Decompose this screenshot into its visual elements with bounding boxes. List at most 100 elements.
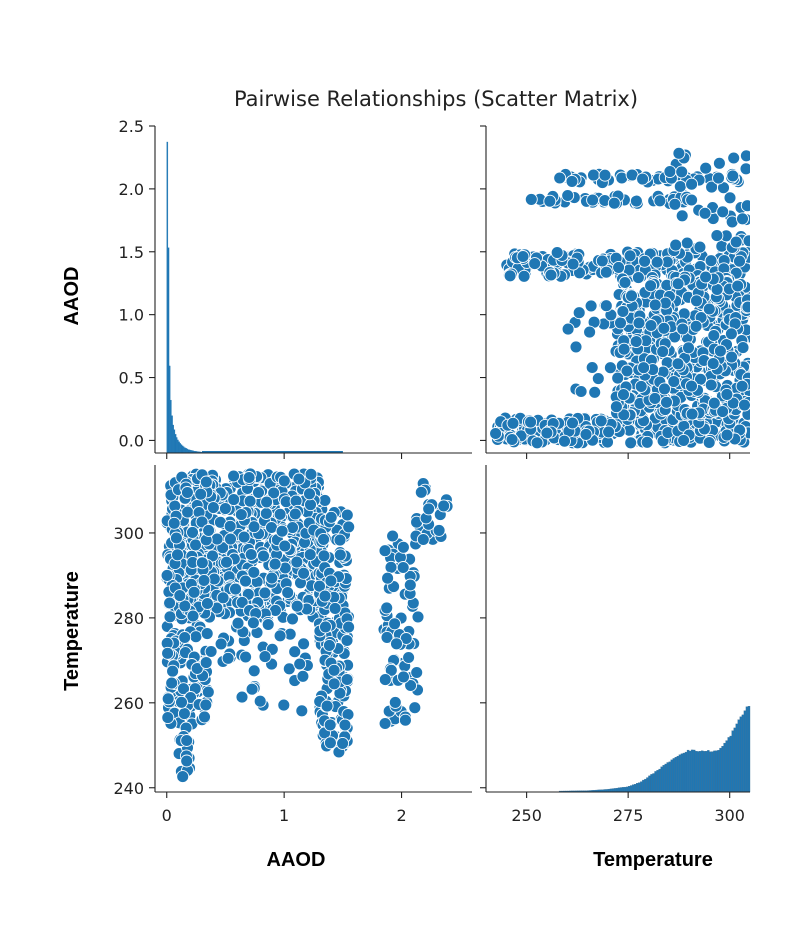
scatter-point xyxy=(584,299,598,313)
scatter-point xyxy=(323,736,337,750)
scatter-point xyxy=(712,171,725,185)
scatter-point xyxy=(384,663,398,677)
scatter-point xyxy=(293,657,307,671)
temperature-histogram-bar xyxy=(680,753,684,793)
scatter-point xyxy=(403,578,417,592)
y-axis-label-aaod: AAOD xyxy=(61,267,83,326)
temperature-histogram-bar xyxy=(699,751,702,793)
temperature-histogram-bar xyxy=(701,750,704,793)
scatter-point xyxy=(693,240,707,254)
scatter-point xyxy=(278,539,292,553)
scatter-point xyxy=(297,566,311,580)
scatter-point xyxy=(656,345,670,359)
temperature-histogram-bar xyxy=(729,735,732,793)
aaod-histogram-bar xyxy=(166,141,169,454)
aaod-hist-y-tick-label: 0.0 xyxy=(119,431,144,450)
scatter-point xyxy=(742,234,750,248)
scatter-point xyxy=(282,662,296,676)
scatter-point xyxy=(720,387,734,401)
scatter-point xyxy=(396,561,410,574)
temperature-histogram-bar xyxy=(652,773,655,793)
scatter-point xyxy=(386,529,400,543)
scatter-point xyxy=(206,549,219,563)
scatter-point xyxy=(528,257,542,271)
scatter-point xyxy=(268,557,282,571)
aaod-histogram-bar xyxy=(186,448,189,454)
temperature-histogram-bars xyxy=(558,706,751,793)
scatter-point xyxy=(736,341,750,355)
scatter-point xyxy=(716,205,730,219)
scatter-point xyxy=(603,361,617,375)
scatter-point xyxy=(323,718,337,732)
scatter-point xyxy=(390,637,403,651)
scatter-point xyxy=(672,146,686,160)
scatter-point xyxy=(614,316,627,330)
scatter-point xyxy=(685,177,699,191)
scatter-point xyxy=(322,638,336,652)
aaod-hist-y-tick-label: 1.0 xyxy=(119,306,144,325)
aaod-histogram-bar xyxy=(183,446,185,454)
scatter-point xyxy=(166,664,180,678)
scatter-point xyxy=(234,508,248,522)
scatter-point xyxy=(333,548,347,562)
temperature-histogram-bar xyxy=(682,752,686,793)
temperature-histogram-bar xyxy=(739,716,743,793)
scatter-point xyxy=(290,599,304,613)
temp-vs-aaod-x-tick-label: 1 xyxy=(279,806,289,825)
scatter-point xyxy=(292,472,306,486)
scatter-point xyxy=(328,601,342,615)
temperature-histogram-bar xyxy=(658,768,661,793)
temperature-histogram-bar xyxy=(646,777,649,793)
scatter-point xyxy=(247,520,261,534)
temperature-histogram-bar xyxy=(634,784,637,793)
scatter-point xyxy=(699,270,713,284)
aaod-histogram-bar xyxy=(171,415,173,454)
temperature-histogram-bar xyxy=(747,706,751,793)
scatter-point xyxy=(629,335,643,349)
scatter-point xyxy=(685,379,698,393)
scatter-point xyxy=(267,486,281,500)
scatter-point xyxy=(245,682,259,696)
scatter-point xyxy=(180,754,194,768)
temperature-histogram-bar xyxy=(660,766,663,793)
temperature-histogram-bar xyxy=(638,782,641,793)
scatter-point xyxy=(680,236,694,250)
scatter-point xyxy=(177,707,191,721)
scatter-point xyxy=(275,524,289,538)
temperature-histogram-bar xyxy=(668,761,671,793)
scatter-point xyxy=(637,361,651,375)
temperature-histogram-bar xyxy=(654,771,657,793)
scatter-point xyxy=(265,571,279,585)
aaod-hist-y-tick-label: 2.5 xyxy=(119,117,144,136)
scatter-point xyxy=(623,249,637,263)
scatter-point xyxy=(738,398,750,412)
scatter-point xyxy=(304,467,318,481)
scatter-point xyxy=(161,711,175,725)
temperature-histogram-bar xyxy=(674,757,678,793)
scatter-point xyxy=(381,571,395,585)
scatter-point xyxy=(378,717,392,730)
scatter-point xyxy=(631,271,645,285)
scatter-point xyxy=(200,597,214,610)
scatter-point xyxy=(173,589,187,603)
scatter-point xyxy=(668,197,682,211)
scatter-point xyxy=(402,651,416,664)
scatter-point xyxy=(171,548,184,562)
scatter-point xyxy=(489,427,503,440)
panels: 0.0 0.5 1.0 1.5 2.0 2.5 240 260 280 300 0 1 2 250 275 3… xyxy=(113,117,751,825)
scatter-point xyxy=(524,192,538,206)
scatter-point xyxy=(327,677,341,691)
temperature-histogram-bar xyxy=(725,740,728,793)
scatter-point xyxy=(707,396,721,410)
scatter-point xyxy=(663,165,677,179)
scatter-point xyxy=(320,699,334,713)
scatter-point xyxy=(612,260,626,274)
scatter-point xyxy=(199,698,213,712)
scatter-point xyxy=(669,238,683,252)
scatter-point xyxy=(223,519,237,533)
temperature-histogram-bar xyxy=(735,723,738,793)
scatter-point xyxy=(573,266,586,280)
scatter-point xyxy=(505,433,519,446)
scatter-point xyxy=(327,663,341,677)
scatter-point xyxy=(258,650,272,664)
